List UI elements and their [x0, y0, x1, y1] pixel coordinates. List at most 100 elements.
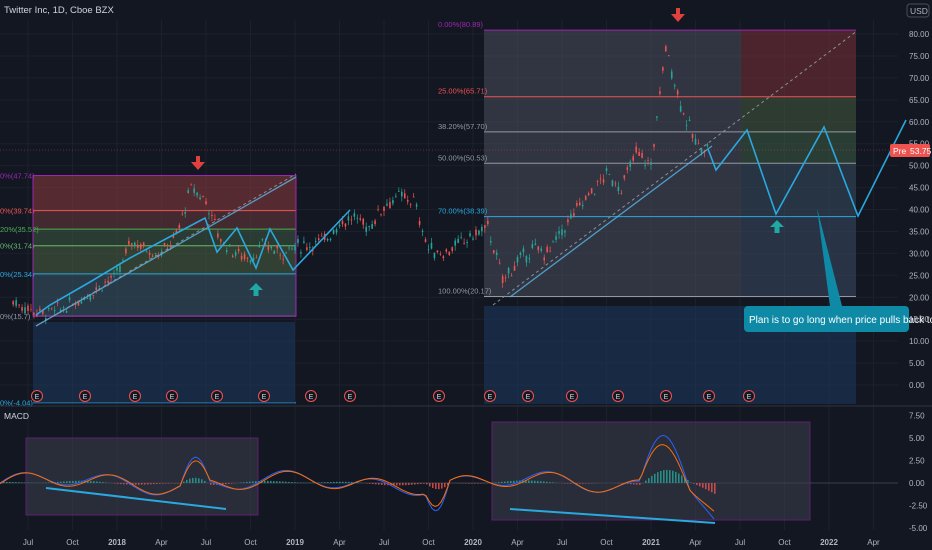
candle-body	[528, 258, 531, 260]
earnings-marker[interactable]	[344, 390, 356, 402]
candle-body	[605, 168, 608, 171]
candle-body	[463, 242, 465, 244]
candle-body	[107, 280, 109, 283]
candle-body	[620, 192, 623, 194]
trendline-right-dashed[interactable]	[492, 30, 858, 306]
fib-zone	[741, 163, 856, 217]
macd-histogram-bar	[447, 483, 449, 486]
macd-histogram-bar	[708, 483, 710, 491]
annotation-callout[interactable]: Plan is to go long when price pulls back…	[744, 208, 932, 332]
candle-body	[516, 257, 519, 263]
macd-histogram-bar	[468, 483, 470, 484]
candle-body	[492, 250, 495, 253]
candle-body	[552, 241, 554, 243]
macd-histogram-bar	[438, 483, 440, 490]
earnings-marker[interactable]	[484, 390, 496, 402]
macd-histogram-bar	[141, 483, 143, 485]
price-tick-label: 70.00	[909, 74, 930, 83]
candle-body	[202, 196, 204, 198]
earnings-marker[interactable]	[31, 390, 43, 402]
macd-histogram-bar	[546, 481, 548, 483]
earnings-marker[interactable]	[258, 390, 270, 402]
macd-divergence-line-left[interactable]	[45, 487, 227, 510]
earnings-marker[interactable]	[522, 390, 534, 402]
candle-body	[104, 281, 106, 283]
macd-divergence-box-left[interactable]	[25, 437, 259, 516]
macd-signal-line	[0, 444, 715, 512]
fib-retracement-right[interactable]: 0.00%(80.89) 25.00%(65.71) 38.20%(57.70) 50…	[438, 20, 856, 298]
macd-histogram-bar	[276, 481, 278, 483]
macd-histogram-bar	[666, 469, 668, 483]
fib-zone	[33, 229, 296, 246]
macd-histogram-bar	[378, 483, 380, 485]
candle-body	[231, 255, 234, 258]
earnings-marker[interactable]	[660, 390, 672, 402]
candle-body	[18, 304, 20, 306]
macd-histogram-bar	[126, 483, 128, 485]
currency-badge[interactable]: USD	[906, 3, 930, 18]
macd-histogram-bar	[72, 480, 74, 483]
candle-body	[584, 196, 587, 200]
fib-level-label: 20%(35.52)	[0, 225, 39, 234]
candle-body	[252, 257, 255, 261]
candle-body	[45, 318, 47, 321]
price-tick-label: 80.00	[909, 30, 930, 39]
macd-histogram-bar	[375, 483, 377, 485]
candle-body	[39, 308, 41, 311]
trendline-left-dashed[interactable]	[35, 173, 297, 327]
candle-body	[424, 239, 427, 242]
candle-body	[442, 256, 445, 259]
macd-histogram-bar	[516, 480, 518, 483]
candle-body	[249, 260, 252, 263]
earnings-marker[interactable]	[166, 390, 178, 402]
candle-body	[53, 310, 56, 312]
candle-body	[312, 250, 314, 252]
candle-body	[587, 193, 590, 196]
fib-level-label: 0%(39.74)	[0, 207, 35, 216]
macd-histogram-bar	[330, 481, 332, 483]
time-tick-label: Jul	[379, 538, 389, 547]
macd-histogram-bar	[714, 483, 716, 494]
candle-body	[469, 233, 471, 237]
candle-body	[12, 301, 14, 305]
candle-body	[211, 214, 213, 217]
blue-zone-left	[33, 322, 295, 404]
candle-body	[89, 295, 92, 300]
candle-body	[205, 201, 207, 205]
candle-body	[409, 204, 412, 206]
candle-body	[214, 218, 216, 221]
time-axis[interactable]: Jul Oct 2018 Apr Jul Oct 2019 Apr Jul Oct 2020 Apr J…	[23, 538, 880, 547]
earnings-marker[interactable]	[566, 390, 578, 402]
fib-retracement-left[interactable]: 0%(47.74) 0%(39.74) 20%(35.52) 0%(31.74) 0%(…	[0, 172, 297, 408]
macd-histogram-bar	[348, 481, 350, 483]
earnings-marker[interactable]	[129, 390, 141, 402]
candle-body	[181, 213, 184, 215]
macd-divergence-line-right[interactable]	[509, 508, 716, 524]
wave-path-right[interactable]	[707, 119, 907, 218]
earnings-marker[interactable]	[703, 390, 715, 402]
macd-histogram-bar	[396, 483, 398, 486]
macd-axis[interactable]: 7.50 5.00 2.50 0.00 -2.50 -5.00	[909, 412, 928, 534]
macd-histogram-bar	[705, 483, 707, 490]
candle-body	[495, 252, 498, 255]
candle-body	[632, 156, 634, 161]
earnings-marker[interactable]	[79, 390, 91, 402]
earnings-marker[interactable]	[612, 390, 624, 402]
earnings-marker-label: E	[747, 394, 752, 401]
candle-body	[623, 175, 626, 179]
fib-zone	[33, 175, 296, 211]
earnings-marker[interactable]	[305, 390, 317, 402]
macd-divergence-box-right[interactable]	[491, 421, 811, 521]
candle-body	[56, 302, 59, 304]
time-tick-label: Jul	[557, 538, 567, 547]
earnings-marker-label: E	[133, 394, 138, 401]
macd-histogram-bar	[222, 483, 224, 485]
trendline-right[interactable]	[509, 145, 713, 298]
earnings-marker[interactable]	[211, 390, 223, 402]
wave-path-left[interactable]	[35, 209, 351, 316]
earnings-marker[interactable]	[743, 390, 755, 402]
earnings-marker[interactable]	[433, 390, 445, 402]
macd-histogram-bar	[474, 483, 476, 484]
candle-body	[329, 239, 332, 240]
